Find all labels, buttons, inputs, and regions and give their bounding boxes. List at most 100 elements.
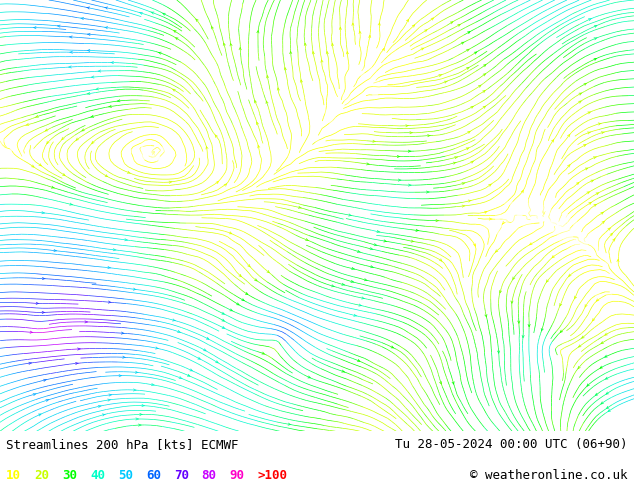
FancyArrowPatch shape: [211, 26, 214, 29]
Text: 10: 10: [6, 469, 22, 482]
FancyArrowPatch shape: [346, 51, 349, 54]
FancyArrowPatch shape: [256, 122, 259, 124]
FancyArrowPatch shape: [33, 393, 36, 395]
FancyArrowPatch shape: [77, 348, 81, 350]
FancyArrowPatch shape: [91, 115, 94, 118]
FancyArrowPatch shape: [543, 211, 545, 214]
FancyArrowPatch shape: [163, 13, 165, 15]
FancyArrowPatch shape: [196, 19, 198, 22]
FancyArrowPatch shape: [368, 35, 371, 38]
FancyArrowPatch shape: [579, 101, 581, 103]
FancyArrowPatch shape: [68, 66, 72, 68]
FancyArrowPatch shape: [206, 147, 208, 149]
FancyArrowPatch shape: [354, 314, 357, 317]
FancyArrowPatch shape: [87, 49, 90, 51]
FancyArrowPatch shape: [57, 25, 60, 27]
FancyArrowPatch shape: [588, 19, 592, 21]
FancyArrowPatch shape: [370, 247, 373, 250]
FancyArrowPatch shape: [587, 192, 590, 194]
FancyArrowPatch shape: [485, 315, 487, 317]
FancyArrowPatch shape: [32, 165, 34, 167]
FancyArrowPatch shape: [594, 204, 597, 206]
FancyArrowPatch shape: [425, 30, 427, 32]
FancyArrowPatch shape: [591, 180, 593, 182]
FancyArrowPatch shape: [262, 352, 264, 354]
FancyArrowPatch shape: [105, 174, 108, 176]
FancyArrowPatch shape: [216, 135, 217, 138]
FancyArrowPatch shape: [36, 302, 39, 304]
FancyArrowPatch shape: [138, 424, 141, 426]
FancyArrowPatch shape: [482, 91, 485, 93]
FancyArrowPatch shape: [358, 360, 360, 362]
FancyArrowPatch shape: [327, 51, 328, 54]
FancyArrowPatch shape: [87, 93, 90, 95]
FancyArrowPatch shape: [42, 311, 45, 314]
FancyArrowPatch shape: [479, 85, 481, 87]
FancyArrowPatch shape: [254, 279, 257, 281]
FancyArrowPatch shape: [365, 279, 367, 281]
FancyArrowPatch shape: [468, 131, 470, 133]
FancyArrowPatch shape: [332, 285, 335, 287]
FancyArrowPatch shape: [312, 51, 314, 54]
FancyArrowPatch shape: [152, 384, 154, 386]
FancyArrowPatch shape: [453, 162, 456, 164]
FancyArrowPatch shape: [593, 157, 597, 159]
FancyArrowPatch shape: [51, 186, 55, 188]
FancyArrowPatch shape: [582, 336, 584, 338]
FancyArrowPatch shape: [105, 26, 108, 29]
FancyArrowPatch shape: [597, 299, 599, 301]
FancyArrowPatch shape: [108, 301, 111, 303]
FancyArrowPatch shape: [496, 250, 498, 252]
FancyArrowPatch shape: [600, 366, 602, 368]
FancyArrowPatch shape: [588, 112, 590, 114]
Text: 40: 40: [90, 469, 105, 482]
FancyArrowPatch shape: [567, 134, 570, 137]
FancyArrowPatch shape: [342, 370, 345, 372]
FancyArrowPatch shape: [248, 265, 250, 267]
FancyArrowPatch shape: [471, 161, 473, 163]
FancyArrowPatch shape: [230, 232, 232, 234]
FancyArrowPatch shape: [474, 244, 476, 246]
FancyArrowPatch shape: [236, 303, 239, 305]
FancyArrowPatch shape: [462, 205, 465, 207]
FancyArrowPatch shape: [522, 335, 524, 338]
FancyArrowPatch shape: [579, 345, 581, 347]
FancyArrowPatch shape: [158, 52, 161, 54]
FancyArrowPatch shape: [503, 221, 505, 224]
FancyArrowPatch shape: [92, 141, 94, 144]
FancyArrowPatch shape: [301, 80, 302, 82]
FancyArrowPatch shape: [608, 228, 611, 230]
FancyArrowPatch shape: [39, 164, 41, 166]
FancyArrowPatch shape: [267, 270, 269, 272]
FancyArrowPatch shape: [467, 49, 469, 51]
FancyArrowPatch shape: [455, 157, 458, 159]
FancyArrowPatch shape: [123, 356, 126, 358]
FancyArrowPatch shape: [594, 25, 597, 27]
FancyArrowPatch shape: [105, 7, 108, 9]
FancyArrowPatch shape: [62, 137, 64, 140]
FancyArrowPatch shape: [489, 184, 491, 186]
FancyArrowPatch shape: [483, 74, 486, 76]
FancyArrowPatch shape: [513, 277, 515, 279]
FancyArrowPatch shape: [593, 318, 595, 321]
FancyArrowPatch shape: [408, 184, 411, 186]
FancyArrowPatch shape: [230, 44, 232, 46]
FancyArrowPatch shape: [174, 31, 176, 33]
FancyArrowPatch shape: [500, 291, 501, 293]
FancyArrowPatch shape: [44, 379, 46, 381]
FancyArrowPatch shape: [605, 355, 607, 357]
FancyArrowPatch shape: [46, 399, 49, 401]
FancyArrowPatch shape: [321, 60, 323, 62]
FancyArrowPatch shape: [416, 229, 419, 231]
FancyArrowPatch shape: [36, 115, 39, 118]
FancyArrowPatch shape: [190, 369, 192, 371]
FancyArrowPatch shape: [349, 214, 352, 216]
FancyArrowPatch shape: [374, 244, 377, 246]
FancyArrowPatch shape: [266, 75, 269, 78]
FancyArrowPatch shape: [384, 240, 387, 242]
FancyArrowPatch shape: [46, 129, 48, 131]
FancyArrowPatch shape: [135, 371, 138, 373]
FancyArrowPatch shape: [391, 346, 394, 348]
FancyArrowPatch shape: [306, 239, 309, 241]
FancyArrowPatch shape: [439, 74, 442, 76]
